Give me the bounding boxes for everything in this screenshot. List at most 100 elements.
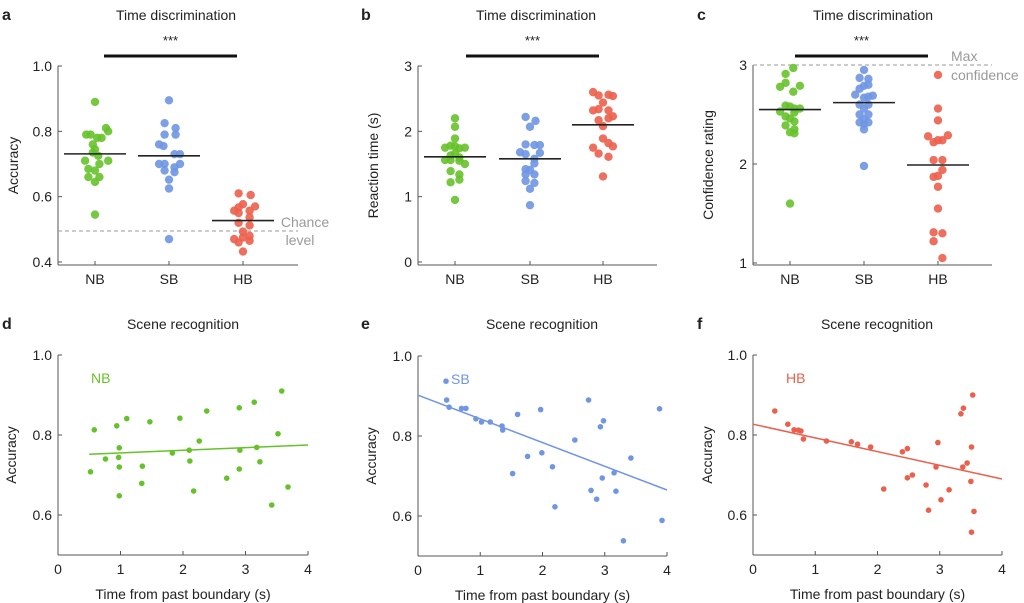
data-point-nb bbox=[84, 172, 93, 182]
data-point bbox=[524, 453, 531, 460]
data-point-nb bbox=[790, 129, 799, 138]
data-point-sb bbox=[521, 176, 530, 186]
data-point bbox=[968, 444, 975, 450]
data-point-hb bbox=[234, 189, 243, 198]
data-point-sb bbox=[160, 166, 169, 175]
data-point-hb bbox=[598, 134, 608, 143]
data-point bbox=[552, 504, 558, 510]
data-point-nb bbox=[104, 127, 113, 136]
reference-label: Max bbox=[951, 48, 977, 64]
data-point bbox=[237, 447, 243, 454]
data-point bbox=[854, 441, 861, 448]
y-tick-label: 1 bbox=[404, 189, 412, 205]
data-point-sb bbox=[170, 167, 179, 177]
x-tick-label: 4 bbox=[663, 562, 671, 578]
x-tick-label: 0 bbox=[749, 561, 757, 577]
legend-label: SB bbox=[451, 371, 470, 387]
y-tick-label: 3 bbox=[404, 58, 412, 74]
data-point bbox=[959, 464, 966, 470]
data-point bbox=[659, 517, 665, 524]
data-point bbox=[537, 406, 544, 413]
data-point-hb bbox=[608, 112, 618, 121]
data-point bbox=[113, 423, 120, 429]
data-point-sb bbox=[535, 140, 545, 150]
y-tick-label: 0.8 bbox=[728, 427, 748, 443]
data-point bbox=[628, 455, 634, 461]
data-point bbox=[597, 424, 604, 430]
data-point bbox=[964, 460, 970, 466]
data-point-nb bbox=[795, 81, 805, 90]
data-point-sb bbox=[164, 234, 174, 244]
y-axis-label: Accuracy bbox=[5, 137, 21, 195]
data-point bbox=[509, 470, 516, 477]
data-point bbox=[585, 397, 592, 403]
data-point bbox=[946, 487, 952, 493]
data-point-hb bbox=[598, 121, 608, 131]
data-point-nb bbox=[97, 133, 106, 143]
data-point-hb bbox=[608, 91, 618, 101]
x-tick-label: 2 bbox=[179, 561, 187, 577]
x-tick-label: NB bbox=[85, 271, 104, 287]
data-point-hb bbox=[943, 131, 953, 140]
data-point-sb bbox=[851, 90, 860, 99]
data-point-sb bbox=[535, 148, 545, 158]
data-point-sb bbox=[521, 112, 530, 122]
data-point-hb bbox=[933, 104, 943, 113]
data-point bbox=[91, 427, 98, 433]
data-point-sb bbox=[859, 161, 869, 171]
data-point bbox=[969, 392, 976, 398]
y-tick-label: 0.8 bbox=[33, 123, 53, 139]
y-axis-label: Accuracy bbox=[699, 426, 715, 484]
data-point-nb bbox=[785, 199, 795, 208]
data-point bbox=[572, 437, 578, 443]
data-point-sb bbox=[521, 140, 530, 149]
fit-line bbox=[752, 423, 1003, 480]
y-tick-label: 1.0 bbox=[728, 347, 748, 363]
data-point-nb bbox=[446, 166, 455, 176]
data-point bbox=[463, 405, 469, 412]
data-point-nb bbox=[95, 159, 104, 169]
data-point-nb bbox=[781, 69, 790, 79]
y-tick-label: 2 bbox=[404, 123, 412, 139]
x-tick-label: SB bbox=[160, 271, 179, 287]
fit-line bbox=[417, 394, 668, 491]
data-point bbox=[116, 464, 123, 470]
data-point bbox=[800, 436, 807, 442]
data-point-hb bbox=[929, 228, 938, 237]
panel-letter: f bbox=[697, 316, 703, 333]
data-point bbox=[771, 408, 778, 414]
data-point-sb bbox=[859, 125, 869, 134]
legend-label: NB bbox=[91, 370, 110, 386]
fit-line bbox=[89, 444, 309, 455]
data-point-sb bbox=[530, 178, 539, 188]
data-point-sb bbox=[164, 175, 174, 184]
data-point bbox=[611, 470, 617, 476]
data-point-hb bbox=[933, 171, 943, 181]
x-tick-label: 1 bbox=[117, 561, 125, 577]
data-point bbox=[539, 450, 545, 456]
data-point-nb bbox=[460, 159, 470, 169]
data-point bbox=[938, 497, 944, 503]
data-point-hb bbox=[938, 229, 947, 238]
data-point bbox=[473, 416, 479, 422]
significance-label: *** bbox=[525, 33, 540, 48]
x-tick-label: SB bbox=[521, 271, 540, 287]
data-point-sb bbox=[159, 141, 168, 151]
data-point-hb bbox=[923, 132, 933, 141]
data-point-nb bbox=[94, 151, 103, 161]
x-tick-label: NB bbox=[445, 271, 464, 287]
data-point bbox=[925, 507, 932, 513]
data-point-sb bbox=[521, 150, 530, 159]
data-point bbox=[904, 475, 911, 481]
data-point bbox=[971, 508, 977, 515]
data-point-hb bbox=[933, 182, 943, 191]
data-point bbox=[935, 439, 941, 446]
data-point-nb bbox=[789, 87, 798, 96]
data-point bbox=[549, 464, 556, 470]
data-point bbox=[487, 419, 494, 425]
y-tick-label: 3 bbox=[739, 57, 747, 73]
data-point bbox=[446, 404, 452, 411]
panel-e: e Scene recognition 0.6 0.8 1.0 Accuracy 0 1 2 3 4… bbox=[361, 316, 671, 603]
significance-label: *** bbox=[854, 33, 869, 48]
x-axis-label: Time from past boundary (s) bbox=[790, 586, 965, 602]
